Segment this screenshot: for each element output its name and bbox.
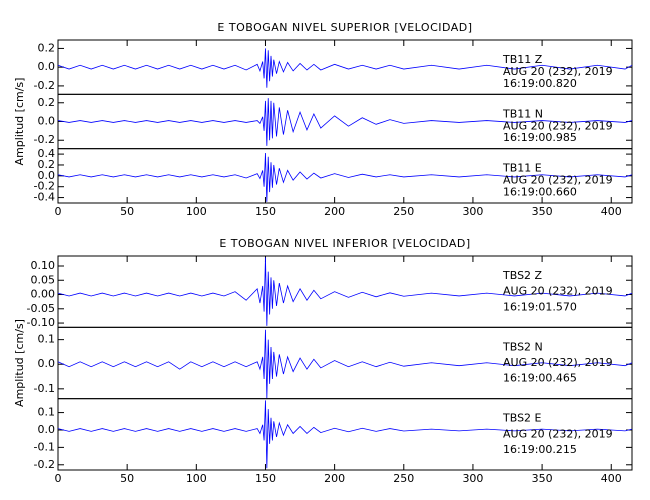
x-tick-label: 100: [186, 205, 207, 218]
x-tick-label: 250: [393, 472, 414, 485]
trace-time: 16:19:00.660: [503, 186, 577, 199]
x-tick-label: 200: [324, 205, 345, 218]
trace-date: AUG 20 (232), 2019: [503, 65, 613, 78]
trace-date: AUG 20 (232), 2019: [503, 285, 613, 298]
waveform: [57, 98, 633, 146]
y-tick-label: 0.2: [38, 158, 56, 171]
waveform: [57, 152, 633, 202]
y-tick-label: -0.4: [34, 191, 55, 204]
panel-frame: [57, 398, 633, 471]
x-tick-label: 200: [324, 472, 345, 485]
trace-station: TB11 Z: [502, 53, 543, 66]
trace-time: 16:19:00.820: [503, 77, 577, 90]
y-tick-label: 0.0: [38, 357, 56, 370]
y-tick-label: 0.0: [38, 423, 56, 436]
x-tick-label: 100: [186, 472, 207, 485]
trace-station: TBS2 E: [502, 412, 542, 425]
trace-time: 16:19:01.570: [503, 300, 577, 313]
x-tick-label: 50: [120, 472, 134, 485]
x-tick-label: 0: [55, 472, 62, 485]
trace-station: TBS2 Z: [502, 269, 543, 282]
waveform: [57, 400, 633, 469]
x-tick-label: 50: [120, 205, 134, 218]
y-tick-label: 0.00: [31, 288, 56, 301]
y-tick-label: -0.2: [34, 180, 55, 193]
y-tick-label: 0.10: [31, 259, 56, 272]
trace-date: AUG 20 (232), 2019: [503, 174, 613, 187]
trace-date: AUG 20 (232), 2019: [503, 356, 613, 369]
y-tick-label: 0.0: [38, 115, 56, 128]
y-tick-label: 0.2: [38, 96, 56, 109]
y-tick-label: 0.0: [38, 169, 56, 182]
y-tick-label: 0.1: [38, 333, 56, 346]
y-tick-label: 0.2: [38, 41, 56, 54]
y-tick-label: 0.1: [38, 406, 56, 419]
y-tick-label: -0.2: [34, 133, 55, 146]
x-tick-label: 400: [601, 472, 622, 485]
trace-station: TB11 E: [502, 162, 542, 175]
y-axis-label: Amplitud [cm/s]: [13, 78, 26, 166]
y-axis-label: Amplitud [cm/s]: [13, 319, 26, 407]
waveform: [57, 48, 633, 88]
x-tick-label: 0: [55, 205, 62, 218]
x-tick-label: 150: [255, 205, 276, 218]
y-tick-label: 0.4: [38, 147, 56, 160]
x-tick-label: 350: [532, 205, 553, 218]
trace-time: 16:19:00.985: [503, 131, 577, 144]
trace-time: 16:19:00.215: [503, 443, 577, 456]
y-tick-label: -0.2: [34, 79, 55, 92]
x-tick-label: 150: [255, 472, 276, 485]
y-tick-label: 0.05: [31, 273, 56, 286]
chart-title: E TOBOGAN NIVEL INFERIOR [VELOCIDAD]: [219, 237, 470, 250]
chart-title: E TOBOGAN NIVEL SUPERIOR [VELOCIDAD]: [217, 21, 472, 34]
x-tick-label: 300: [462, 205, 483, 218]
y-tick-label: -0.1: [34, 382, 55, 395]
trace-station: TBS2 N: [502, 340, 543, 353]
y-tick-label: -0.1: [34, 440, 55, 453]
waveform: [57, 329, 633, 399]
x-tick-label: 250: [393, 205, 414, 218]
trace-time: 16:19:00.465: [503, 372, 577, 385]
x-tick-label: 300: [462, 472, 483, 485]
y-tick-label: -0.05: [27, 302, 55, 315]
y-tick-label: 0.0: [38, 60, 56, 73]
x-tick-label: 350: [532, 472, 553, 485]
y-tick-label: -0.10: [27, 316, 55, 329]
trace-station: TB11 N: [502, 107, 543, 120]
y-tick-label: -0.2: [34, 458, 55, 471]
x-tick-label: 400: [601, 205, 622, 218]
waveform: [57, 257, 633, 326]
trace-date: AUG 20 (232), 2019: [503, 119, 613, 132]
trace-date: AUG 20 (232), 2019: [503, 427, 613, 440]
